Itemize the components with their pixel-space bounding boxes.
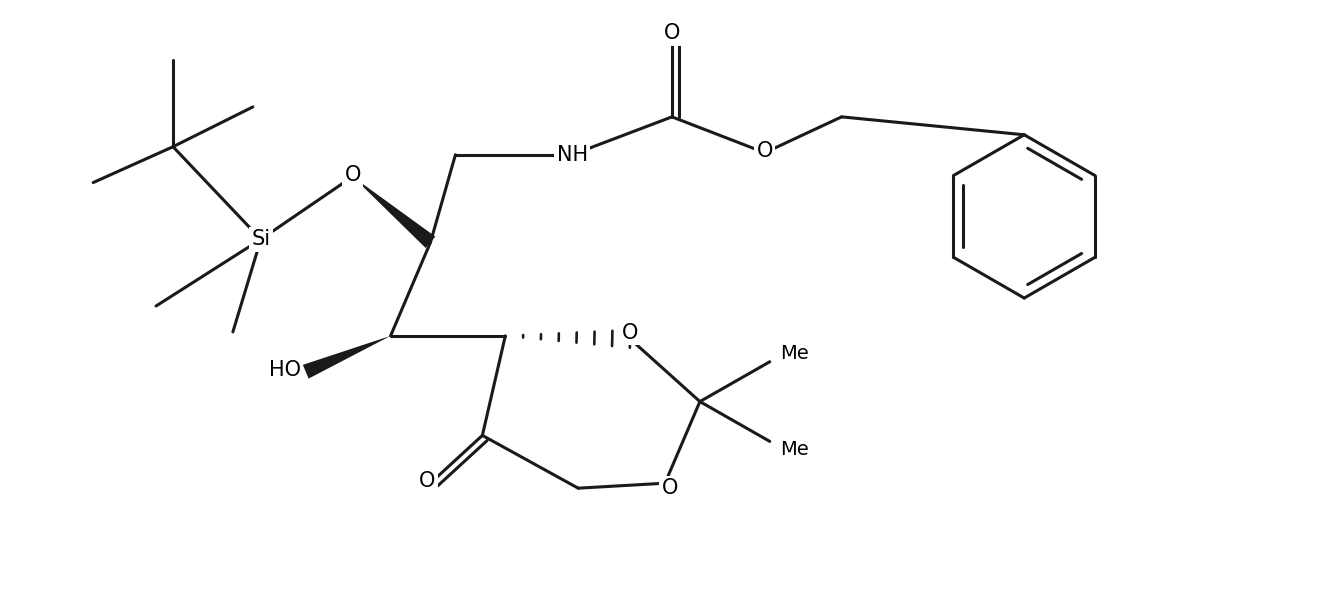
Polygon shape — [353, 177, 435, 248]
Text: O: O — [344, 165, 361, 185]
Text: O: O — [662, 478, 679, 498]
Text: HO: HO — [269, 360, 301, 379]
Polygon shape — [303, 336, 390, 379]
Text: O: O — [622, 323, 638, 343]
Text: Me: Me — [780, 344, 808, 363]
Text: O: O — [664, 23, 680, 43]
Text: Me: Me — [780, 440, 808, 459]
Text: NH: NH — [556, 145, 588, 165]
Text: O: O — [419, 471, 436, 491]
Text: Si: Si — [252, 229, 270, 249]
Text: O: O — [757, 141, 772, 161]
